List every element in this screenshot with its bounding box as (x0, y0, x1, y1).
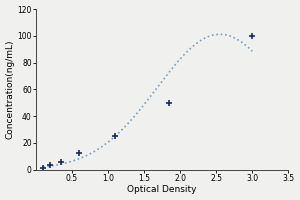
X-axis label: Optical Density: Optical Density (128, 185, 197, 194)
Y-axis label: Concentration(ng/mL): Concentration(ng/mL) (6, 40, 15, 139)
